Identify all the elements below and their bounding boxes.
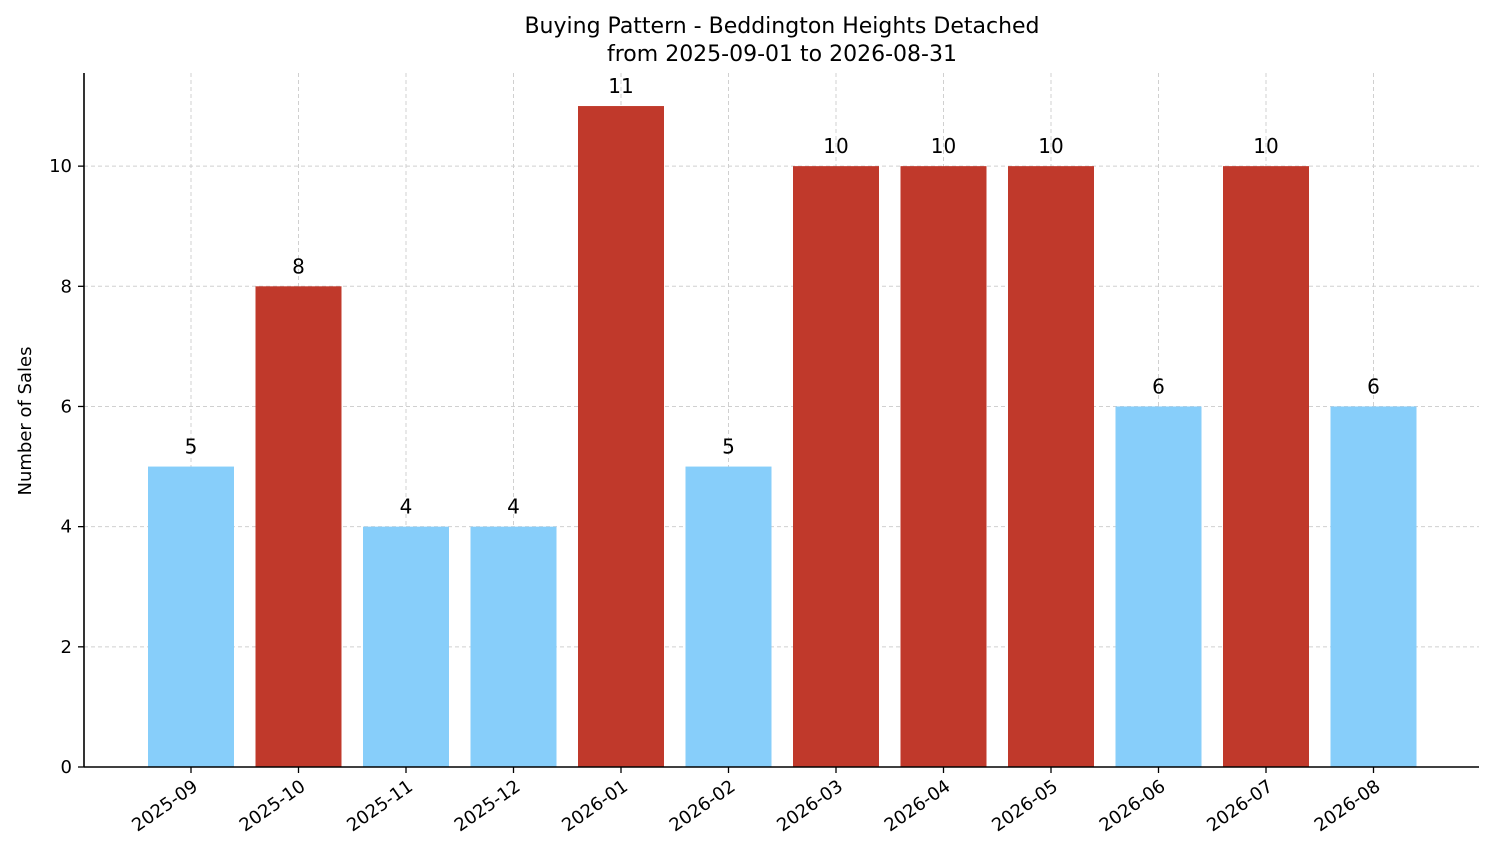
- chart-title: Buying Pattern - Beddington Heights Deta…: [524, 14, 1039, 39]
- bar-value-label: 4: [507, 495, 520, 519]
- bar-2026-08: [1330, 406, 1417, 767]
- y-tick-label: 0: [61, 757, 72, 778]
- bar-value-label: 4: [400, 495, 413, 519]
- y-tick-label: 10: [49, 156, 72, 177]
- x-tick-label: 2025-10: [236, 776, 310, 836]
- bar-2025-11: [363, 526, 449, 767]
- bar-value-label: 10: [1253, 134, 1278, 158]
- x-tick-label: 2026-01: [558, 776, 632, 836]
- bar-2026-06: [1115, 406, 1202, 767]
- bar-2026-03: [793, 166, 879, 767]
- y-tick-label: 2: [61, 637, 72, 658]
- x-tick-label: 2026-04: [881, 776, 955, 836]
- axis-layer: [83, 73, 1479, 768]
- x-tick-label: 2026-05: [988, 776, 1062, 836]
- bar-2025-09: [148, 466, 234, 767]
- y-tick-label: 6: [61, 396, 72, 417]
- bar-value-label: 10: [1038, 134, 1063, 158]
- x-tick-label: 2026-06: [1096, 776, 1170, 836]
- x-tick-label: 2026-02: [666, 776, 740, 836]
- x-tick-label: 2026-08: [1311, 776, 1385, 836]
- bar-layer: [148, 106, 1417, 768]
- bar-value-label: 11: [608, 74, 633, 98]
- bar-value-label: 10: [823, 134, 848, 158]
- bar-2026-01: [578, 106, 664, 768]
- bar-value-label: 6: [1152, 374, 1165, 398]
- bar-2025-10: [255, 286, 342, 767]
- chart-subtitle: from 2025-09-01 to 2026-08-31: [607, 42, 957, 67]
- bar-value-label: 10: [931, 134, 956, 158]
- bar-2026-05: [1008, 166, 1094, 767]
- x-tick-label: 2025-12: [451, 776, 525, 836]
- y-axis-label: Number of Sales: [15, 346, 36, 495]
- bar-2025-12: [470, 526, 557, 767]
- bar-value-label: 5: [185, 435, 198, 459]
- bar-2026-04: [900, 166, 987, 767]
- bar-value-label: 5: [722, 435, 735, 459]
- x-tick-label: 2025-09: [128, 776, 202, 836]
- bar-value-label: 8: [292, 254, 305, 278]
- x-tick-label: 2026-03: [773, 776, 847, 836]
- label-layer: 5 8 4 4 11 5 10 10 10 6 10 6: [185, 74, 1380, 519]
- y-tick-label: 4: [61, 517, 72, 538]
- bar-2026-02: [685, 466, 772, 767]
- bar-2026-07: [1223, 166, 1309, 767]
- x-tick-label: 2025-11: [343, 776, 417, 836]
- y-tick-label: 8: [61, 276, 72, 297]
- x-tick-label: 2026-07: [1203, 776, 1277, 836]
- bar-value-label: 6: [1367, 374, 1380, 398]
